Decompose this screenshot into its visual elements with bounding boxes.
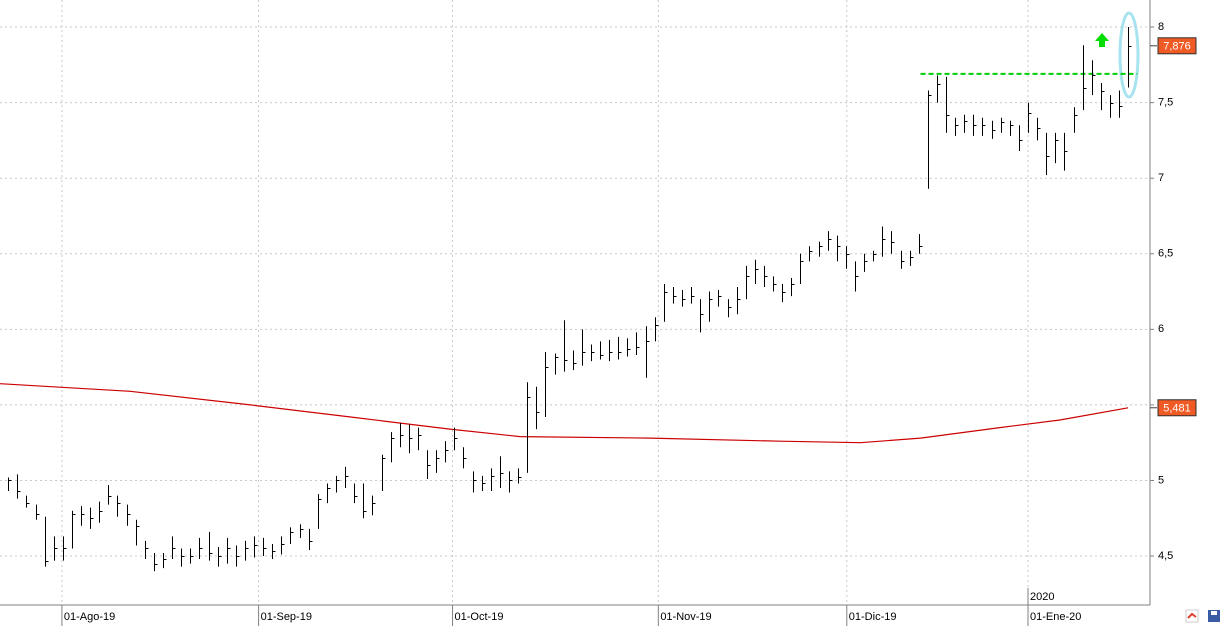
x-tick-label: 01-Sep-19 [261,611,312,623]
x-tick-label: 01-Oct-19 [455,611,504,623]
moving-average-line [0,383,1129,444]
y-tick-label: 7 [1158,172,1164,184]
up-arrow-icon [1095,33,1109,47]
save-icon-glyph [1211,611,1217,615]
year-label: 2020 [1030,591,1054,603]
price-tag [1157,399,1197,417]
tool-icon-glyph [1187,612,1197,619]
y-tick-label: 6,5 [1158,248,1173,260]
toolbar-icons [1185,609,1220,623]
y-tick-label: 4,5 [1158,550,1173,562]
plot [0,27,1138,572]
x-tick-label: 01-Nov-19 [660,611,711,623]
y-tick-label: 6 [1158,323,1164,335]
x-tick-label: 01-Dic-19 [849,611,897,623]
x-tick-label: 01-Ene-20 [1030,611,1081,623]
tool-icon[interactable] [1185,609,1199,623]
y-tick-label: 5 [1158,474,1164,486]
x-tick-label: 01-Ago-19 [64,611,115,623]
price-tag [1157,37,1197,55]
price-tag-label: 7,876 [1163,41,1191,53]
y-tick-label: 7,5 [1158,97,1173,109]
price-tag-label: 5,481 [1163,403,1191,415]
highlight-ellipse [1118,11,1140,99]
y-tick-label: 8 [1158,21,1164,33]
